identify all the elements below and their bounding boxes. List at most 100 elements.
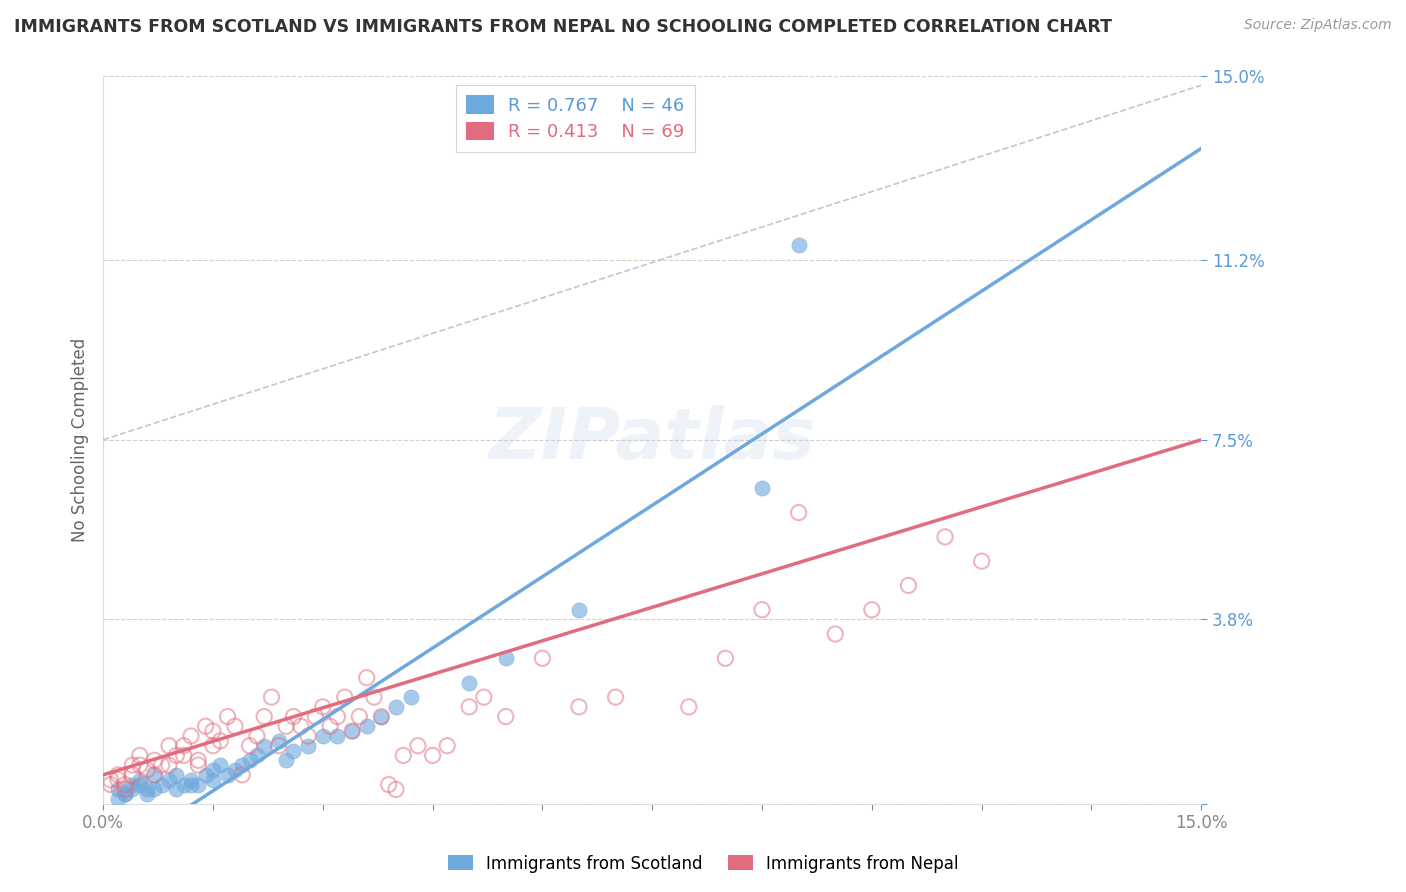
Text: IMMIGRANTS FROM SCOTLAND VS IMMIGRANTS FROM NEPAL NO SCHOOLING COMPLETED CORRELA: IMMIGRANTS FROM SCOTLAND VS IMMIGRANTS F… xyxy=(14,18,1112,36)
Point xyxy=(121,778,143,792)
Point xyxy=(399,690,422,705)
Point xyxy=(180,772,202,787)
Point xyxy=(531,651,554,665)
Point xyxy=(312,699,335,714)
Point xyxy=(326,709,349,723)
Point xyxy=(267,739,290,753)
Point xyxy=(100,778,122,792)
Legend: R = 0.767    N = 46, R = 0.413    N = 69: R = 0.767 N = 46, R = 0.413 N = 69 xyxy=(456,85,695,153)
Point xyxy=(297,729,319,743)
Point xyxy=(180,778,202,792)
Point xyxy=(128,778,150,792)
Point xyxy=(406,739,429,753)
Point xyxy=(165,768,187,782)
Point xyxy=(297,739,319,753)
Point xyxy=(107,782,129,797)
Point xyxy=(128,748,150,763)
Point xyxy=(385,782,408,797)
Point xyxy=(495,651,517,665)
Point xyxy=(356,671,378,685)
Point xyxy=(340,724,363,739)
Point xyxy=(187,778,209,792)
Point xyxy=(304,709,326,723)
Point xyxy=(860,603,883,617)
Point xyxy=(173,748,195,763)
Point xyxy=(143,768,166,782)
Point xyxy=(568,603,591,617)
Point xyxy=(605,690,627,705)
Point xyxy=(143,753,166,767)
Point xyxy=(377,778,399,792)
Point xyxy=(136,787,159,801)
Point xyxy=(100,772,122,787)
Point xyxy=(751,481,773,495)
Point xyxy=(714,651,737,665)
Point xyxy=(934,530,956,544)
Point xyxy=(472,690,495,705)
Point xyxy=(157,739,180,753)
Point xyxy=(678,699,700,714)
Point xyxy=(209,758,232,772)
Point xyxy=(114,787,136,801)
Point xyxy=(121,758,143,772)
Point xyxy=(143,782,166,797)
Y-axis label: No Schooling Completed: No Schooling Completed xyxy=(72,338,89,541)
Point xyxy=(107,768,129,782)
Point xyxy=(114,787,136,801)
Text: ZIPatlas: ZIPatlas xyxy=(488,405,815,475)
Point xyxy=(970,554,993,568)
Point xyxy=(422,748,444,763)
Point xyxy=(157,772,180,787)
Text: Source: ZipAtlas.com: Source: ZipAtlas.com xyxy=(1244,18,1392,32)
Point xyxy=(107,792,129,806)
Point xyxy=(370,709,392,723)
Point xyxy=(751,603,773,617)
Point xyxy=(180,729,202,743)
Legend: Immigrants from Scotland, Immigrants from Nepal: Immigrants from Scotland, Immigrants fro… xyxy=(441,848,965,880)
Point xyxy=(217,768,239,782)
Point xyxy=(283,709,305,723)
Point xyxy=(568,699,591,714)
Point xyxy=(187,753,209,767)
Point xyxy=(231,768,253,782)
Point xyxy=(787,506,810,520)
Point xyxy=(897,578,920,592)
Point xyxy=(787,238,810,252)
Point xyxy=(143,768,166,782)
Point xyxy=(157,758,180,772)
Point xyxy=(201,763,224,777)
Point xyxy=(253,709,276,723)
Point xyxy=(224,719,246,733)
Point xyxy=(392,748,415,763)
Point xyxy=(224,763,246,777)
Point xyxy=(136,782,159,797)
Point xyxy=(201,739,224,753)
Point xyxy=(187,758,209,772)
Point xyxy=(165,748,187,763)
Point xyxy=(356,719,378,733)
Point xyxy=(201,724,224,739)
Point xyxy=(333,690,356,705)
Point xyxy=(276,719,298,733)
Point xyxy=(128,772,150,787)
Point xyxy=(267,734,290,748)
Point xyxy=(150,758,173,772)
Point xyxy=(114,782,136,797)
Point xyxy=(246,729,269,743)
Point xyxy=(246,748,269,763)
Point xyxy=(194,719,217,733)
Point xyxy=(114,778,136,792)
Point xyxy=(121,782,143,797)
Point xyxy=(276,753,298,767)
Point xyxy=(209,734,232,748)
Point xyxy=(290,719,312,733)
Point xyxy=(194,768,217,782)
Point xyxy=(260,690,283,705)
Point xyxy=(201,772,224,787)
Point xyxy=(824,627,846,641)
Point xyxy=(312,729,335,743)
Point xyxy=(173,739,195,753)
Point xyxy=(165,782,187,797)
Point xyxy=(231,758,253,772)
Point xyxy=(349,709,371,723)
